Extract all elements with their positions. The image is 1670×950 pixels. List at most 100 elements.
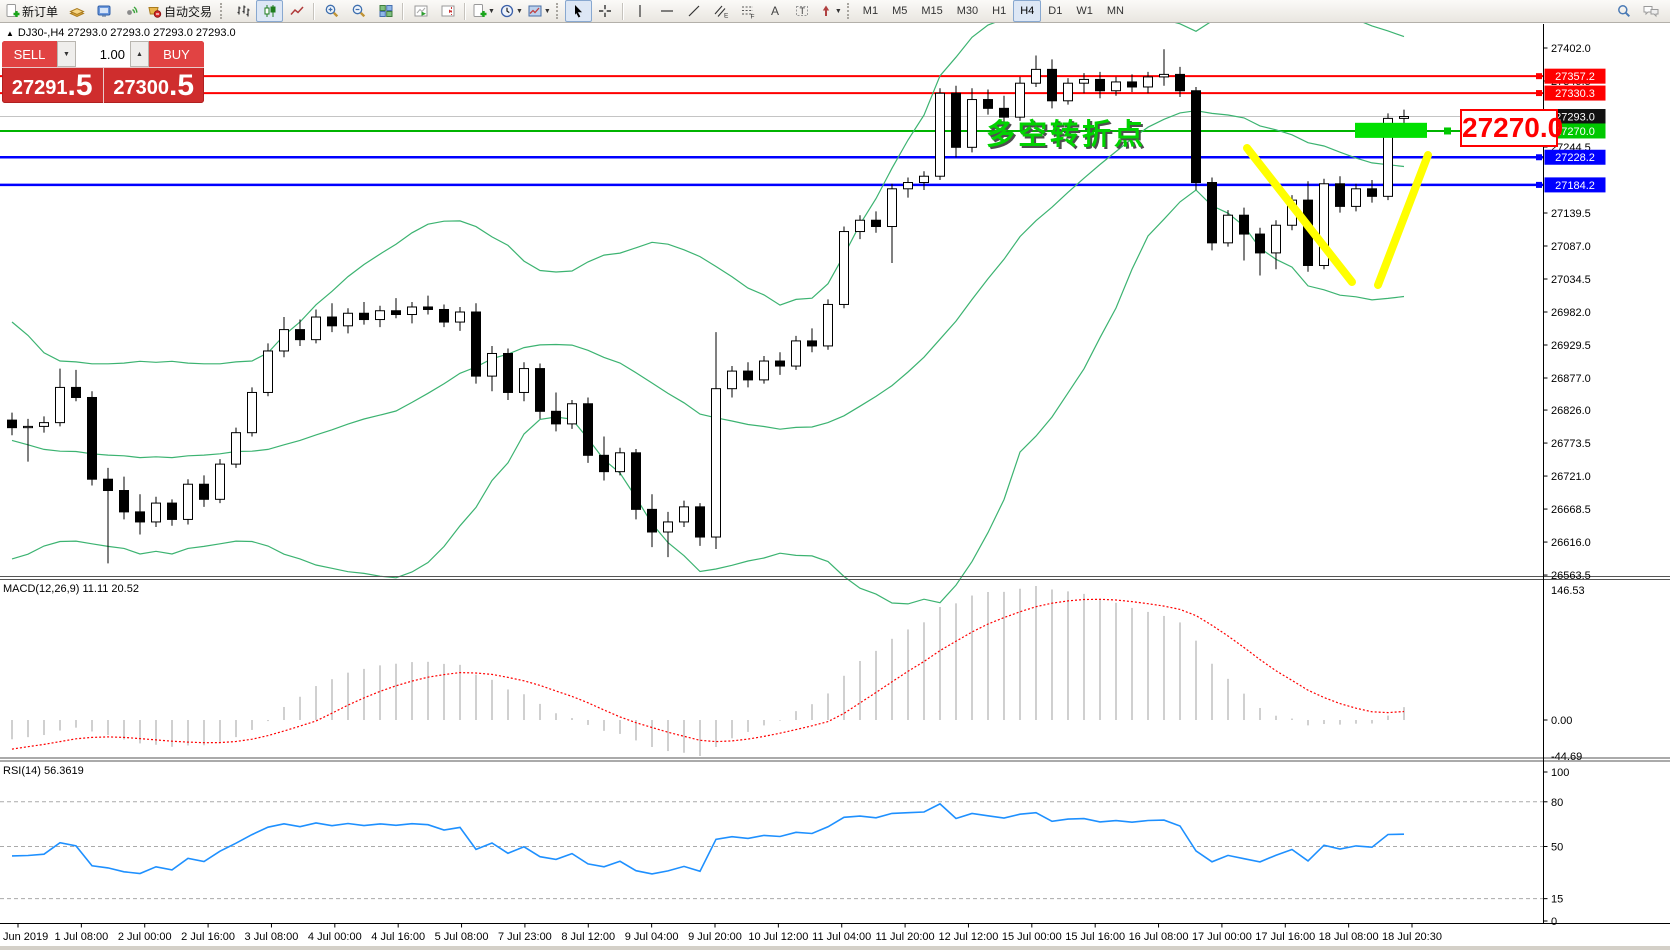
volume-decrease-button[interactable]: ▼ [57, 41, 76, 67]
fibonacci-button[interactable]: F [735, 0, 762, 22]
volume-increase-button[interactable]: ▲ [130, 41, 149, 67]
svg-text:1 Jul 08:00: 1 Jul 08:00 [54, 931, 108, 943]
timeframe-mn[interactable]: MN [1106, 5, 1124, 17]
svg-text:27139.5: 27139.5 [1551, 208, 1591, 220]
new-chart-dropdown[interactable]: ▼ [469, 0, 497, 22]
zoom-in-button[interactable] [318, 0, 345, 22]
yellow-trendline[interactable] [1243, 144, 1356, 286]
chart-annotations [1243, 122, 1451, 289]
svg-text:26877.0: 26877.0 [1551, 373, 1591, 385]
svg-text:27034.5: 27034.5 [1551, 274, 1591, 286]
chevron-down-icon: ▼ [543, 7, 551, 15]
horizontal-level-lines [0, 75, 1543, 187]
profiles-button[interactable] [63, 0, 90, 22]
horizontal-line-button[interactable] [654, 0, 681, 22]
price-chart-svg[interactable]: 27402.027349.527244.527139.527087.027034… [0, 23, 1670, 950]
svg-text:27087.0: 27087.0 [1551, 241, 1591, 253]
trendline-button[interactable] [681, 0, 708, 22]
svg-text:15: 15 [1551, 894, 1563, 906]
chat-icon [1643, 6, 1658, 18]
new-chart-icon [473, 4, 487, 17]
svg-text:26668.5: 26668.5 [1551, 504, 1591, 516]
crosshair-button[interactable] [592, 0, 619, 22]
terminal-button[interactable] [90, 0, 117, 22]
svg-text:15 Jul 16:00: 15 Jul 16:00 [1065, 931, 1125, 943]
signals-button[interactable] [117, 0, 144, 22]
book-icon [68, 7, 85, 18]
vertical-line-button[interactable] [627, 0, 654, 22]
period-dropdown[interactable]: ▼ [497, 0, 525, 22]
price-axis-badges: 27357.2 27330.3 27293.0 27270.0 27228.2 27184… [1536, 68, 1606, 193]
toolbar-drag-handle[interactable] [555, 3, 562, 19]
timeframe-m30[interactable]: M30 [956, 5, 979, 17]
rsi-label: RSI(14) 56.3619 [3, 765, 84, 777]
chart-shift-icon [441, 5, 455, 17]
timeframe-w1[interactable]: W1 [1076, 5, 1093, 17]
new-order-button[interactable]: 新订单 [2, 0, 63, 22]
timeframe-m5[interactable]: M5 [892, 5, 908, 17]
auto-scroll-icon [414, 5, 428, 17]
search-button[interactable] [1610, 0, 1637, 22]
trendline-icon [688, 5, 700, 17]
svg-text:16 Jul 08:00: 16 Jul 08:00 [1129, 931, 1189, 943]
toolbar-drag-handle[interactable] [220, 3, 226, 19]
auto-scroll-button[interactable] [407, 0, 434, 22]
symbol-marker-icon: ▲ [6, 29, 14, 38]
auto-trading-button[interactable]: 自动交易 [144, 0, 217, 22]
toolbar-separator [621, 2, 624, 20]
yellow-trendline[interactable] [1374, 151, 1432, 289]
status-strip [0, 945, 1670, 950]
chat-button[interactable] [1637, 0, 1664, 22]
rsi-panel: RSI(14) 56.3619 100 80 50 15 0 [0, 765, 1569, 928]
candlestick-series [7, 49, 1409, 564]
template-dropdown[interactable]: ▼ [525, 0, 553, 22]
panel-separators [0, 576, 1670, 924]
hline-drag-handle[interactable] [1444, 127, 1451, 135]
svg-text:8 Jul 12:00: 8 Jul 12:00 [561, 931, 615, 943]
svg-text:50: 50 [1551, 842, 1563, 854]
chevron-down-icon: ▼ [488, 7, 495, 15]
buy-price[interactable]: 27300.5 [102, 68, 205, 103]
candlestick-chart-button[interactable] [256, 0, 284, 22]
svg-text:11 Jul 20:00: 11 Jul 20:00 [876, 931, 935, 943]
svg-text:100: 100 [1551, 767, 1569, 779]
timeframe-m1[interactable]: M1 [862, 5, 879, 17]
volume-input[interactable]: 1.00 [76, 41, 130, 67]
sell-price[interactable]: 27291.5 [11, 69, 93, 102]
crosshair-icon [599, 5, 612, 17]
tile-windows-icon [379, 5, 393, 17]
chart-shift-button[interactable] [434, 0, 461, 22]
zoom-out-button[interactable] [345, 0, 372, 22]
svg-text:15 Jul 00:00: 15 Jul 00:00 [1002, 931, 1062, 943]
macd-panel: MACD(12,26,9) 11.11 20.52 146.53 0.00 -44.6… [3, 583, 1585, 763]
arrows-dropdown[interactable]: ▼ [816, 0, 844, 22]
line-chart-button[interactable] [283, 0, 310, 22]
buy-button[interactable]: BUY [149, 41, 204, 67]
svg-text:7 Jul 23:00: 7 Jul 23:00 [498, 931, 552, 943]
timeframe-d1[interactable]: D1 [1048, 5, 1063, 17]
zoom-out-icon [352, 4, 365, 18]
cursor-button[interactable] [564, 0, 592, 22]
price-callout-label[interactable]: 27270.0 [1460, 109, 1563, 147]
svg-text:17 Jul 00:00: 17 Jul 00:00 [1192, 931, 1252, 943]
sell-button[interactable]: SELL [2, 41, 57, 67]
toolbar-drag-handle[interactable] [846, 3, 853, 19]
svg-text:27184.2: 27184.2 [1555, 180, 1595, 192]
text-button[interactable]: A [762, 0, 789, 22]
svg-text:26721.0: 26721.0 [1551, 471, 1591, 483]
bar-chart-button[interactable] [229, 0, 256, 22]
template-icon [528, 5, 542, 17]
equidistant-channel-button[interactable]: E [708, 0, 735, 22]
timeframe-m15[interactable]: M15 [921, 5, 943, 17]
timeframe-h1[interactable]: H1 [992, 5, 1007, 17]
turning-point-annotation[interactable]: 多空转折点 [986, 119, 1147, 151]
svg-text:26929.5: 26929.5 [1551, 340, 1591, 352]
svg-text:17 Jul 16:00: 17 Jul 16:00 [1255, 931, 1315, 943]
timeframe-h4[interactable]: H4 [1013, 0, 1042, 22]
green-highlight-box[interactable] [1355, 122, 1427, 138]
horizontal-line-icon [661, 10, 674, 12]
text-label-button[interactable]: T [789, 0, 816, 22]
tile-windows-button[interactable] [372, 0, 399, 22]
svg-text:80: 80 [1551, 797, 1563, 809]
